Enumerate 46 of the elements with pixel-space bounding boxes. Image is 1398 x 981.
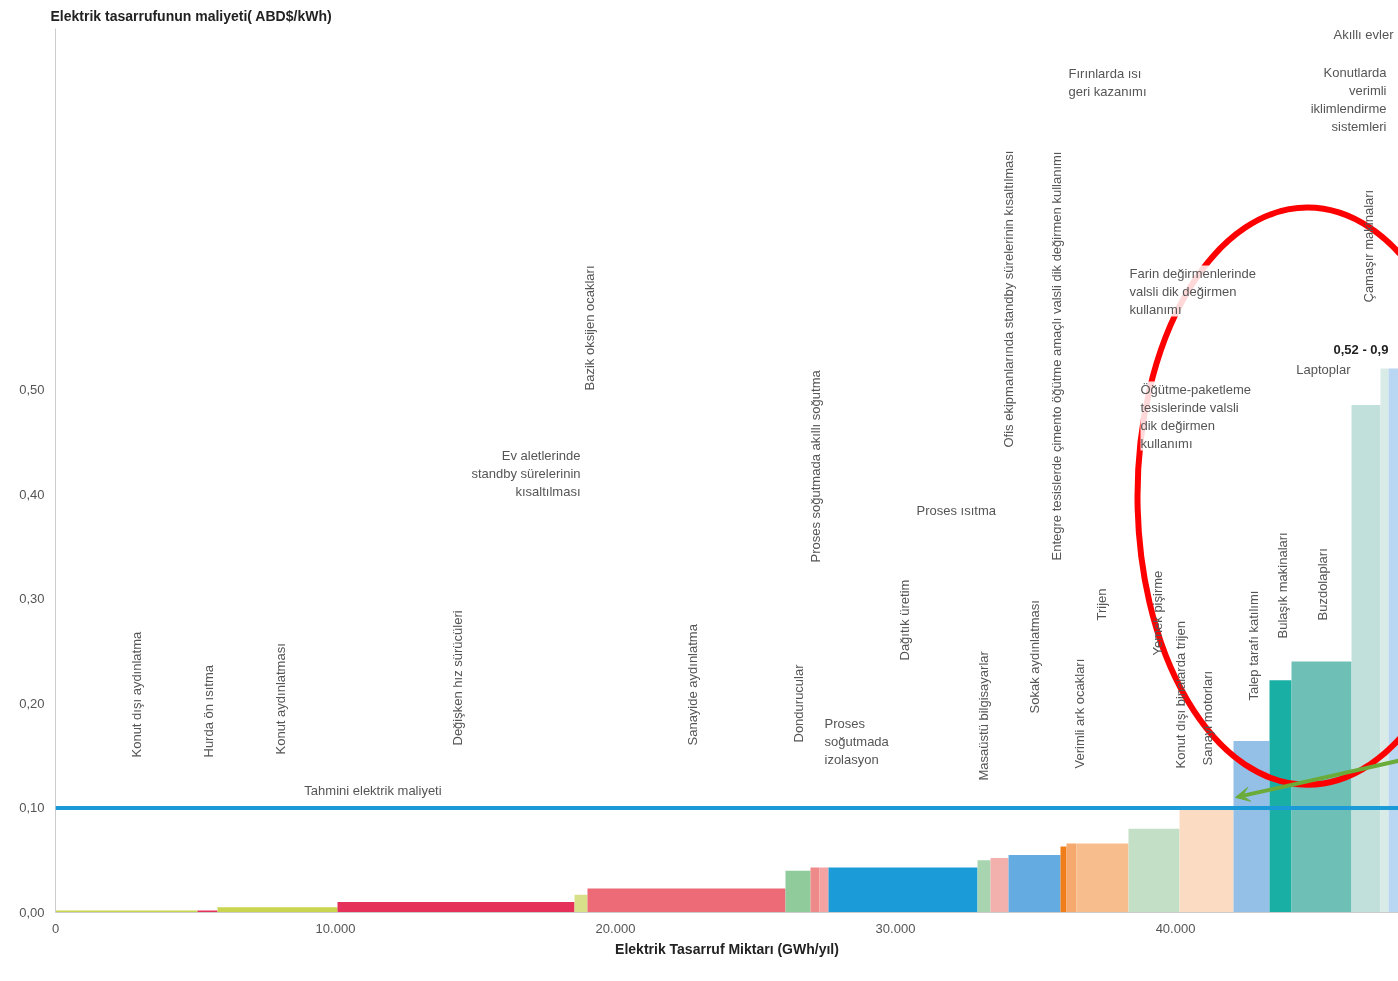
annotation: Konutlarda verimli iklimlendirme sistemleri [1310, 64, 1388, 134]
x-tick-label: 40.000 [1155, 920, 1196, 936]
x-axis-title: Elektrik Tasarruf Miktarı (GWh/yıl) [615, 940, 839, 957]
ref-line-label: Tahmini elektrik maliyeti [304, 783, 442, 799]
annotation: Trijen [1094, 588, 1109, 621]
annotation: Bazik oksijen ocakları [582, 265, 597, 391]
annotation: Öğütme-paketleme tesislerinde valsli dik değirmen kullanımı [1140, 381, 1252, 451]
y-tick-label: 0,50 [19, 381, 45, 397]
annotation: Buzdolapları [1315, 548, 1330, 621]
x-tick-label: 30.000 [875, 920, 916, 936]
annotation: Farin değirmenlerinde valsli dik değirmen kullanımı [1129, 265, 1256, 317]
y-tick-label: 0,40 [19, 486, 45, 502]
x-tick-label: 0 [51, 920, 60, 936]
annotation: Konut dışı binalarda trijen [1173, 621, 1188, 769]
annotation: Bulaşık makinaları [1275, 532, 1290, 639]
y-tick-label: 0,30 [19, 591, 45, 607]
annotation: Entegre tesislerde çimento öğütme amaçlı valsli dik değirmen kullanımı [1049, 151, 1064, 561]
annotation: Dondurucular [791, 663, 806, 743]
annotation: Konut aydınlatması [273, 643, 288, 755]
annotation: Proses soğutmada izolasyon [824, 715, 890, 767]
annotation: Ofis ekipmanlarında standby sürelerinin kısaltılması [1001, 150, 1016, 448]
annotation: Sanayi motorları [1200, 670, 1215, 766]
annotation: Değişken hız sürücüleri [450, 610, 465, 746]
annotation: 0,52 - 0,9 [1333, 341, 1389, 357]
annotation: Sanayide aydınlatma [685, 623, 700, 746]
y-tick-label: 0,20 [19, 695, 45, 711]
annotation: Verimli ark ocakları [1072, 658, 1087, 769]
annotation: Sokak aydınlatması [1027, 600, 1042, 714]
y-tick-label: 0,00 [19, 905, 45, 920]
annotation: Yemek pişirme [1150, 570, 1165, 656]
annotation: Dağıtık üretim [897, 579, 912, 661]
y-axis-title: Elektrik tasarrufunun maliyeti( ABD$/kWh) [50, 7, 332, 24]
annotation: Proses soğutmada akıllı soğutma [808, 369, 823, 563]
annotation: Akıllı evler [1333, 26, 1395, 42]
annotation: Talep tarafı katılımı [1246, 590, 1261, 701]
annotation: Laptoplar [1296, 361, 1352, 377]
annotation: Konut dışı aydınlatma [129, 630, 144, 758]
annotation: Masaüstü bilgisayarlar [976, 650, 991, 781]
x-tick-label: 20.000 [595, 920, 636, 936]
annotation: Hurda ön ısıtma [201, 664, 216, 758]
annotation: Fırınlarda ısı geri kazanımı [1068, 65, 1147, 99]
x-tick-label: 10.000 [315, 920, 356, 936]
y-tick-label: 0,10 [19, 800, 45, 816]
annotation: Çamaşır makinaları [1361, 189, 1376, 303]
annotation: Proses ısıtma [916, 502, 997, 518]
annotation: Ev aletlerinde standby sürelerinin kısaltılması [471, 447, 581, 499]
